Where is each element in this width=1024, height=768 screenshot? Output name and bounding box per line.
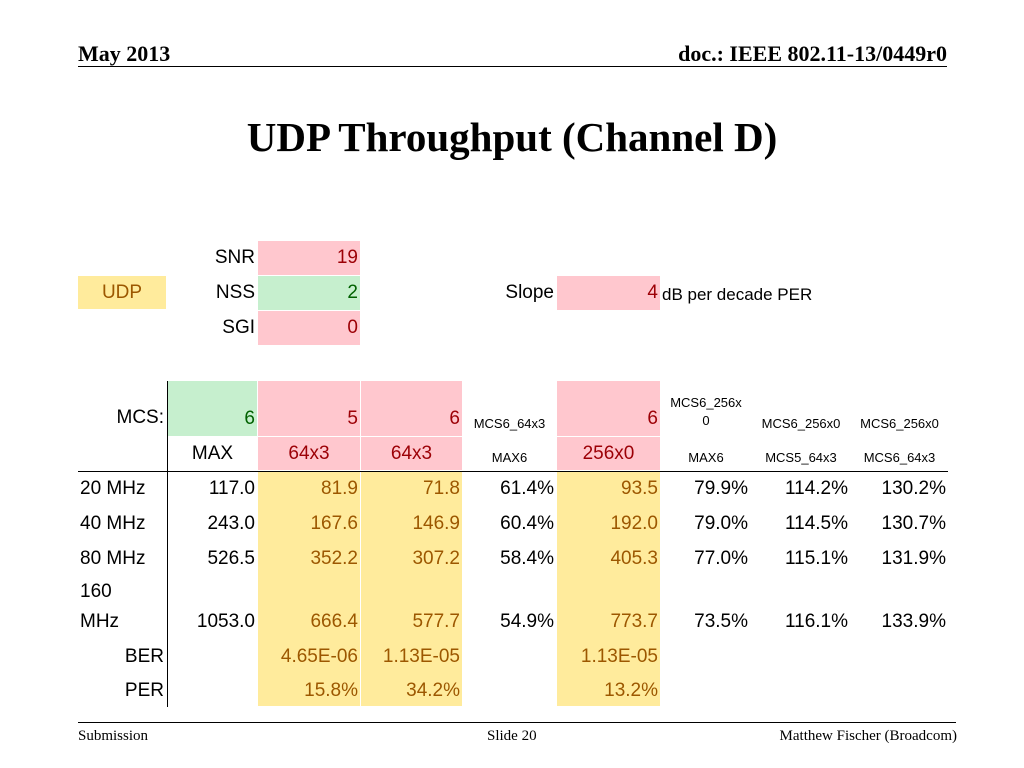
slope-value: 4 (557, 276, 660, 310)
row-bw-label-line2: MHz (80, 611, 120, 632)
row-ratio-3-value: 131.9% (881, 548, 946, 569)
header-date: May 2013 (78, 41, 171, 66)
ber-mcs5-value: 4.65E-06 (280, 645, 358, 667)
sublabel-max: MAX (191, 442, 234, 464)
per-label: PER (124, 679, 164, 701)
footer-submission: Submission (78, 728, 149, 744)
row-mcs6-256-value: 773.7 (610, 611, 658, 632)
mcs-label: MCS: (116, 407, 165, 428)
row-pct-a-value: 60.4% (500, 513, 554, 534)
row-mcs6-256-value: 405.3 (610, 548, 658, 569)
row-ratio-2-value: 115.1% (784, 548, 848, 569)
mcs-value-5: 5 (258, 381, 360, 436)
snr-value: 19 (258, 241, 360, 275)
ber-mcs6-value: 1.13E-05 (382, 645, 460, 667)
row-mcs5-value: 352.2 (310, 548, 358, 569)
footer-author: Matthew Fischer (Broadcom) (779, 728, 957, 744)
header-doc-id: doc.: IEEE 802.11-13/0449r0 (678, 41, 947, 66)
ratio-header-1-bottom: MAX6 (688, 449, 724, 465)
sublabel-64x3-b: 64x3 (361, 437, 462, 470)
row-max-value: 1053.0 (196, 611, 255, 632)
row-max-value: 117.0 (208, 478, 255, 499)
row-max-value: 526.5 (207, 548, 255, 569)
mcs6-256-column-fill (557, 472, 660, 706)
row-ratio-1-value: 77.0% (694, 548, 748, 569)
row-bw-label-line1: 160 (80, 581, 112, 602)
row-ratio-2-value: 114.2% (784, 478, 848, 499)
per-mcs5-value: 15.8% (304, 679, 358, 701)
mcs5-column-fill (258, 472, 360, 706)
row-mcs6-256-value: 192.0 (610, 513, 658, 534)
row-ratio-2-value: 114.5% (784, 513, 848, 534)
row-mcs5-value: 666.4 (310, 611, 358, 632)
sublabel-64x3-a: 64x3 (258, 437, 360, 470)
snr-label: SNR (214, 247, 255, 268)
sublabel-256x0: 256x0 (557, 437, 660, 470)
per-mcs6-value: 34.2% (406, 679, 460, 701)
row-mcs5-value: 167.6 (310, 513, 358, 534)
row-ratio-3-value: 130.7% (881, 513, 946, 534)
row-ratio-2-value: 116.1% (784, 611, 848, 632)
slope-label: Slope (505, 282, 554, 303)
table-left-border (167, 381, 168, 707)
table-header-rule (78, 471, 948, 472)
nss-label: NSS (215, 282, 255, 303)
ber-mcs6-256-value: 1.13E-05 (580, 645, 658, 667)
slope-unit: dB per decade PER (662, 285, 813, 304)
header-rule (78, 66, 947, 67)
row-ratio-1-value: 79.0% (694, 513, 748, 534)
mcs-value-max: 6 (168, 381, 257, 436)
footer-slide-number: Slide 20 (487, 728, 537, 744)
slide-title: UDP Throughput (Channel D) (246, 114, 778, 160)
row-mcs6-value: 577.7 (412, 611, 460, 632)
mcs-value-6: 6 (361, 381, 462, 436)
ratio-header-2-top: MCS6_256x0 (761, 415, 841, 431)
row-mcs6-256-value: 93.5 (621, 478, 658, 499)
per-mcs6-256-value: 13.2% (604, 679, 658, 701)
col-a-header-bottom: MAX6 (491, 449, 528, 465)
row-mcs6-value: 307.2 (412, 548, 460, 569)
sgi-label: SGI (222, 317, 255, 338)
ratio-header-2-bottom: MCS5_64x3 (765, 449, 837, 465)
row-bw-label: 80 MHz (80, 548, 146, 569)
ratio-header-3-bottom: MCS6_64x3 (863, 449, 936, 465)
row-pct-a-value: 54.9% (500, 611, 554, 632)
row-bw-label: 20 MHz (80, 478, 146, 499)
mcs6-column-fill (361, 472, 462, 706)
row-mcs5-value: 81.9 (321, 478, 358, 499)
row-pct-a-value: 61.4% (500, 478, 554, 499)
sgi-value: 0 (258, 311, 360, 345)
row-ratio-1-value: 79.9% (694, 478, 748, 499)
row-mcs6-value: 146.9 (412, 513, 460, 534)
row-pct-a-value: 58.4% (500, 548, 554, 569)
row-ratio-3-value: 133.9% (881, 611, 946, 632)
udp-label: UDP (78, 276, 166, 309)
footer-rule (78, 722, 956, 723)
col-a-header-top: MCS6_64x3 (473, 415, 546, 431)
row-bw-label: 40 MHz (80, 513, 146, 534)
ber-label: BER (124, 645, 164, 667)
ratio-header-1-top: MCS6_256x0 (670, 395, 742, 428)
mcs-value-6-256: 6 (557, 381, 660, 436)
row-ratio-3-value: 130.2% (881, 478, 946, 499)
row-mcs6-value: 71.8 (423, 478, 460, 499)
row-ratio-1-value: 73.5% (694, 611, 748, 632)
row-max-value: 243.0 (207, 513, 255, 534)
ratio-header-3-top: MCS6_256x0 (860, 415, 939, 431)
nss-value: 2 (258, 276, 360, 310)
